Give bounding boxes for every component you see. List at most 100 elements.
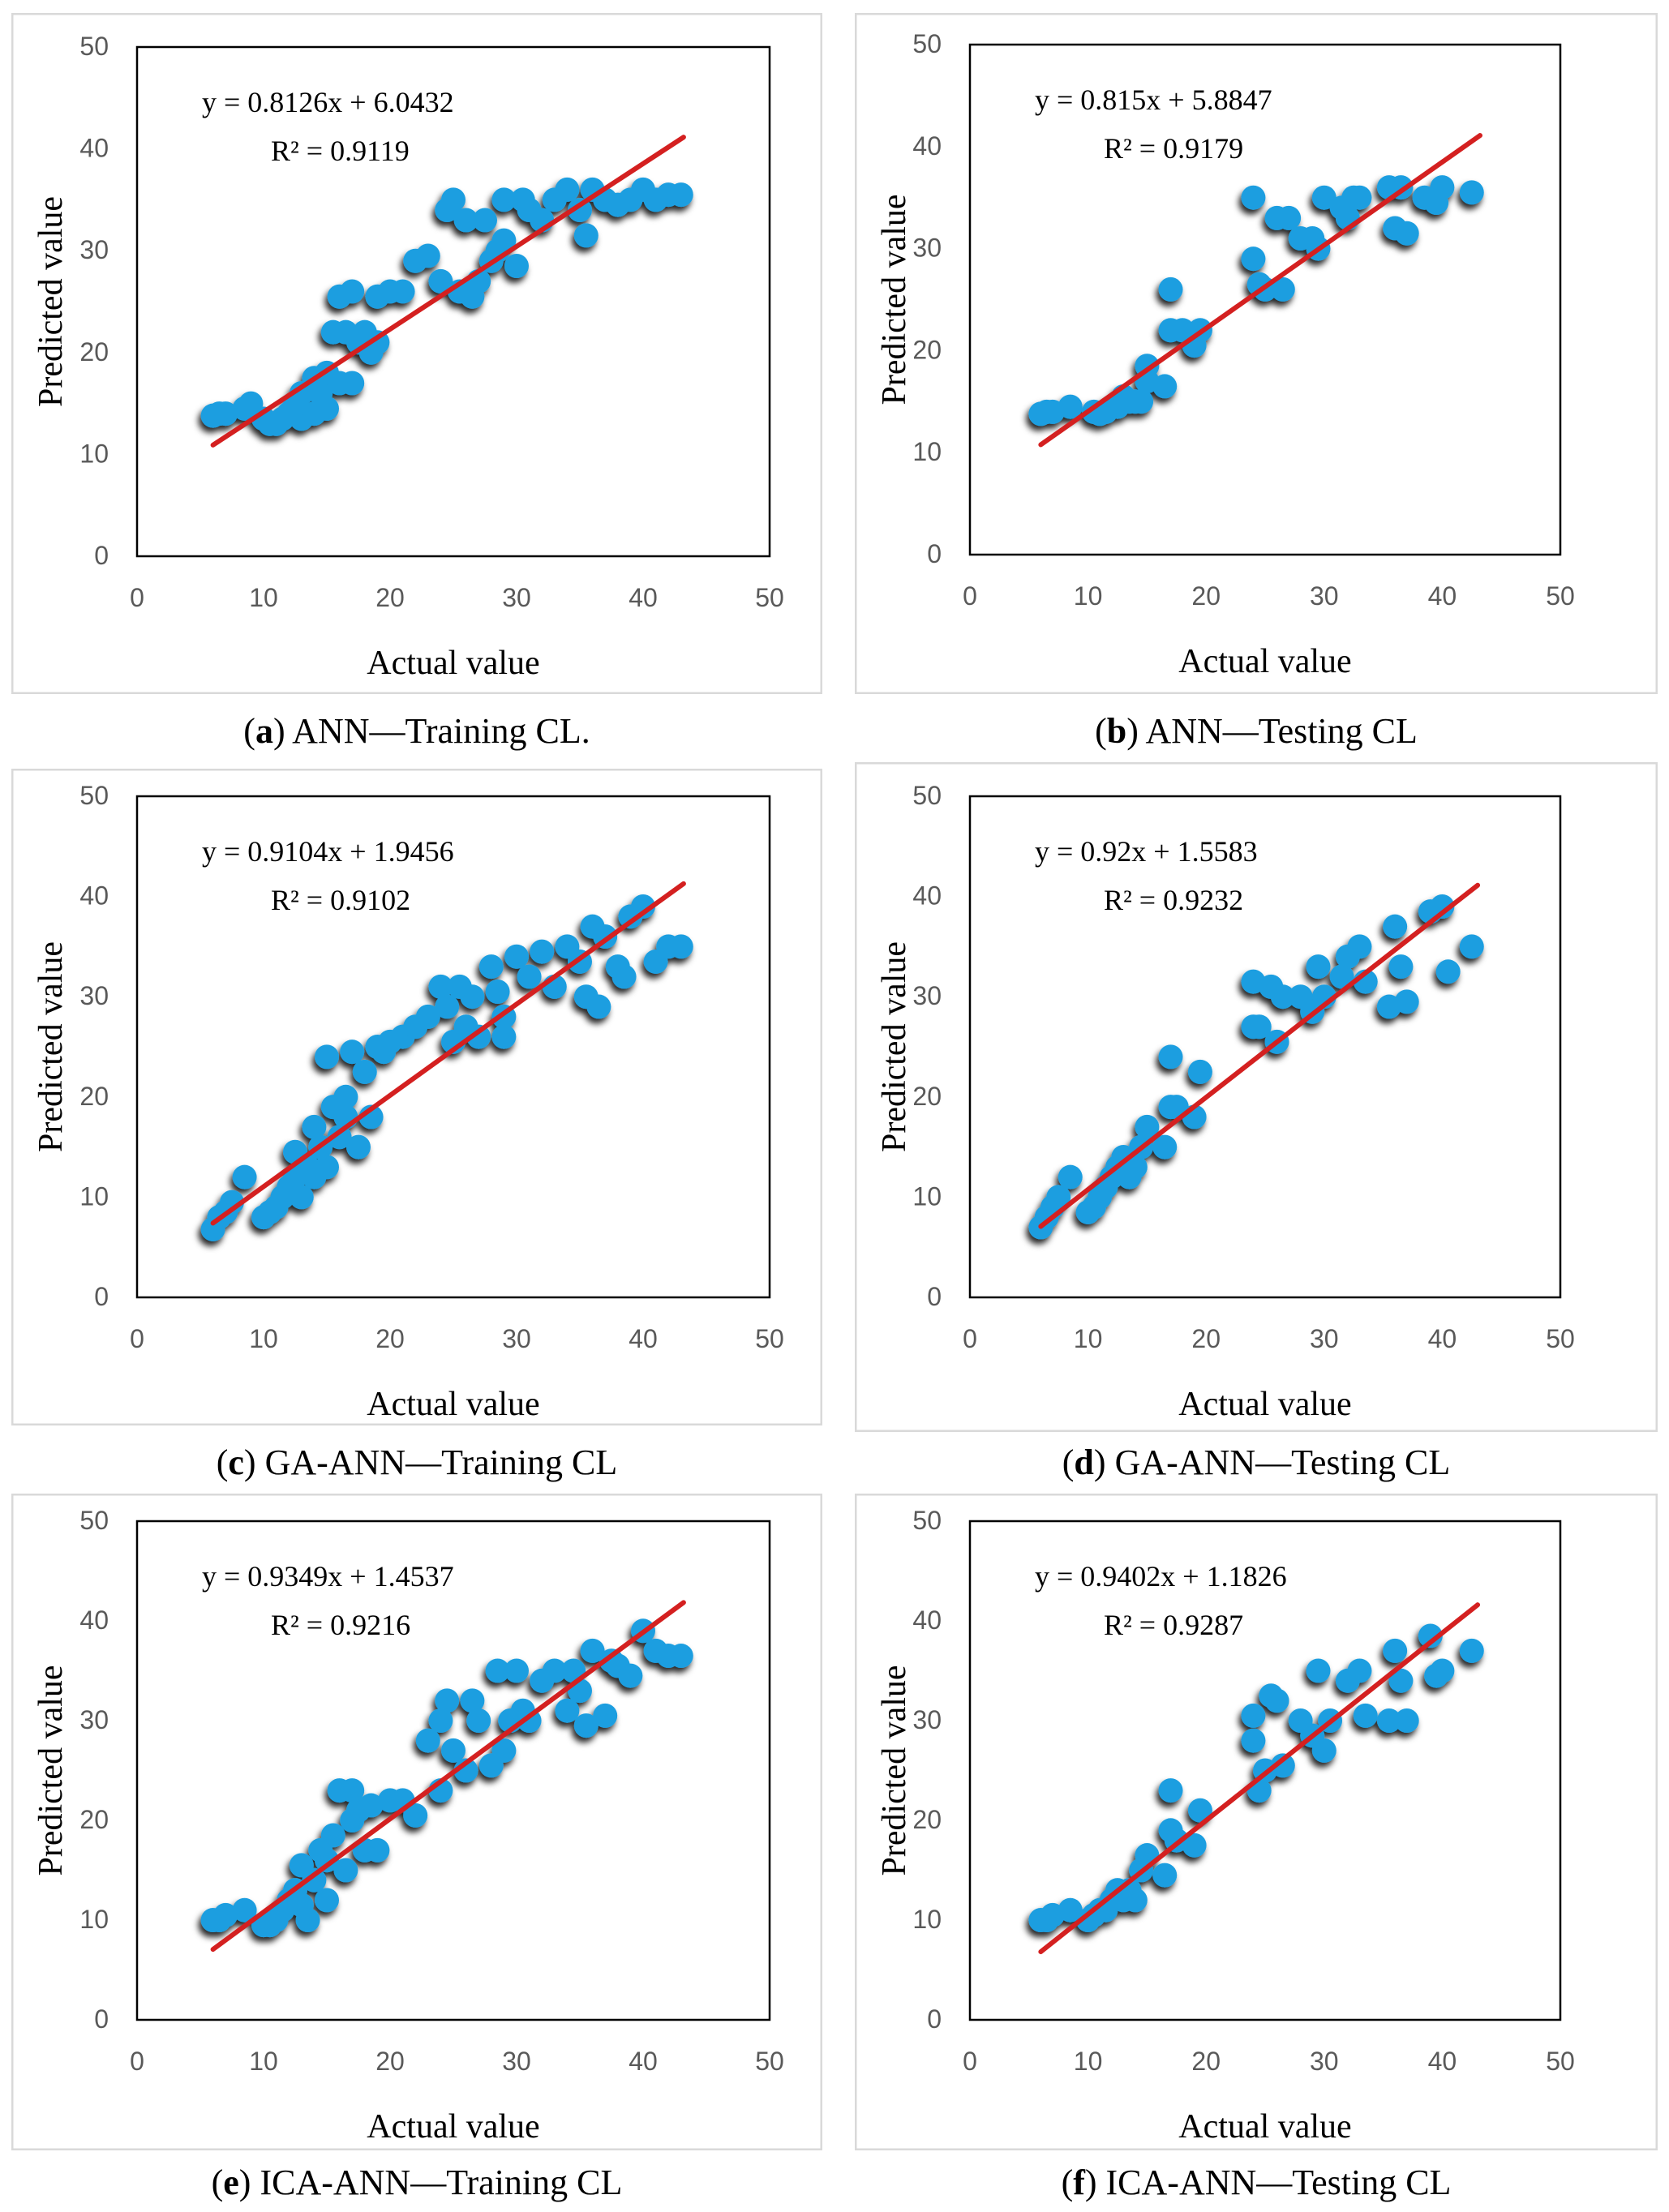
data-point <box>320 1823 345 1848</box>
data-point <box>1306 1658 1331 1683</box>
y-tick-label: 10 <box>79 1181 109 1211</box>
x-tick-label: 30 <box>502 2047 531 2076</box>
data-point <box>340 371 365 396</box>
data-point <box>1311 185 1336 210</box>
y-tick-label: 30 <box>912 981 942 1010</box>
y-axis-title: Predicted value <box>876 941 913 1152</box>
y-tick-label: 30 <box>79 235 109 264</box>
y-axis-title: Predicted value <box>32 196 70 407</box>
caption-text: GA-ANN—Training CL <box>255 1443 618 1482</box>
x-tick-label: 0 <box>963 1324 977 1353</box>
data-point <box>668 182 693 208</box>
data-point <box>466 1024 491 1049</box>
data-point <box>542 1658 567 1683</box>
y-tick-label: 40 <box>912 1605 942 1635</box>
data-point <box>1264 1688 1289 1713</box>
r-squared-label: R² = 0.9102 <box>271 884 410 916</box>
x-tick-label: 20 <box>375 2047 405 2076</box>
data-point <box>213 401 238 427</box>
x-tick-label: 10 <box>1074 1324 1103 1353</box>
y-tick-label: 40 <box>79 1605 109 1635</box>
x-tick-label: 50 <box>1546 2047 1575 2076</box>
x-tick-label: 30 <box>502 583 531 612</box>
data-point <box>530 939 555 964</box>
y-tick-label: 0 <box>94 2004 109 2034</box>
data-point <box>485 980 510 1005</box>
data-point <box>473 208 497 233</box>
x-tick-label: 40 <box>1428 1324 1457 1353</box>
data-point <box>346 1134 371 1160</box>
y-tick-label: 20 <box>912 1805 942 1834</box>
data-point <box>1306 954 1331 980</box>
x-tick-label: 10 <box>249 583 278 612</box>
data-point <box>1058 1897 1083 1923</box>
data-point <box>435 1688 460 1713</box>
caption-e: (e) ICA-ANN—Training CL <box>211 2163 623 2202</box>
data-point <box>466 1708 491 1733</box>
data-point <box>333 1858 358 1883</box>
caption-d: (d) GA-ANN—Testing CL <box>1062 1443 1451 1482</box>
data-point <box>1347 1658 1372 1683</box>
data-point <box>491 187 517 212</box>
caption-letter: f <box>1073 2163 1085 2202</box>
data-point <box>333 1084 358 1109</box>
data-point <box>390 279 415 304</box>
r-squared-label: R² = 0.9287 <box>1104 1609 1243 1641</box>
data-point <box>1187 1798 1212 1823</box>
data-point <box>460 984 485 1010</box>
data-point <box>1152 374 1178 399</box>
x-tick-label: 10 <box>1074 2047 1103 2076</box>
y-tick-label: 50 <box>79 32 109 61</box>
data-point <box>302 1867 327 1893</box>
trendline-equation: y = 0.92x + 1.5583 <box>1035 835 1258 868</box>
data-point <box>1129 389 1154 414</box>
y-tick-label: 0 <box>94 1282 109 1311</box>
caption-letter: b <box>1106 711 1127 751</box>
data-point <box>1418 1623 1443 1648</box>
y-tick-label: 50 <box>79 781 109 810</box>
y-tick-label: 0 <box>927 2004 942 2034</box>
caption-letter: a <box>255 711 273 751</box>
x-axis-title: Actual value <box>367 2108 539 2146</box>
x-tick-label: 30 <box>1310 581 1339 611</box>
data-point <box>1388 1668 1414 1693</box>
data-point <box>611 964 637 989</box>
caption-letter: d <box>1074 1443 1094 1482</box>
data-point <box>1459 1638 1484 1663</box>
x-tick-label: 50 <box>1546 1324 1575 1353</box>
data-point <box>568 1678 592 1704</box>
x-tick-label: 40 <box>629 2047 658 2076</box>
plot-area <box>968 795 1562 1299</box>
data-point <box>403 1803 428 1828</box>
y-tick-label: 40 <box>912 881 942 911</box>
data-point <box>1182 1833 1207 1858</box>
y-tick-label: 10 <box>912 437 942 466</box>
data-point <box>491 1738 517 1763</box>
x-axis-title: Actual value <box>1178 1386 1351 1423</box>
data-point <box>586 994 611 1019</box>
data-point <box>1435 959 1461 984</box>
caption-b: (b) ANN—Testing CL <box>1095 711 1418 751</box>
data-point <box>1241 1703 1266 1728</box>
x-axis-title: Actual value <box>367 645 539 682</box>
scatter-chart-f: 0 10 20 30 40 50 0 10 20 30 40 50 Actual value Predic… <box>855 1494 1658 2150</box>
chart-panel-a: 0 10 20 30 40 50 0 10 20 30 40 50 Actual value Predic… <box>11 13 822 694</box>
data-point <box>1058 394 1083 419</box>
data-point <box>1241 1728 1266 1753</box>
scatter-chart-e: 0 10 20 30 40 50 0 10 20 30 40 50 Actual value Predic… <box>11 1494 822 2150</box>
data-point <box>1347 185 1372 210</box>
data-point <box>1353 1703 1378 1728</box>
data-point <box>302 1114 327 1139</box>
data-point <box>453 208 478 233</box>
data-point <box>1241 246 1266 272</box>
data-point <box>315 1044 339 1070</box>
y-tick-label: 10 <box>79 1905 109 1934</box>
x-tick-label: 20 <box>375 583 405 612</box>
x-tick-label: 50 <box>755 583 784 612</box>
data-point <box>415 1728 440 1753</box>
y-tick-label: 40 <box>912 131 942 161</box>
data-point <box>415 243 440 268</box>
data-point <box>1135 1843 1160 1868</box>
data-point <box>232 1164 257 1190</box>
x-tick-label: 40 <box>629 583 658 612</box>
